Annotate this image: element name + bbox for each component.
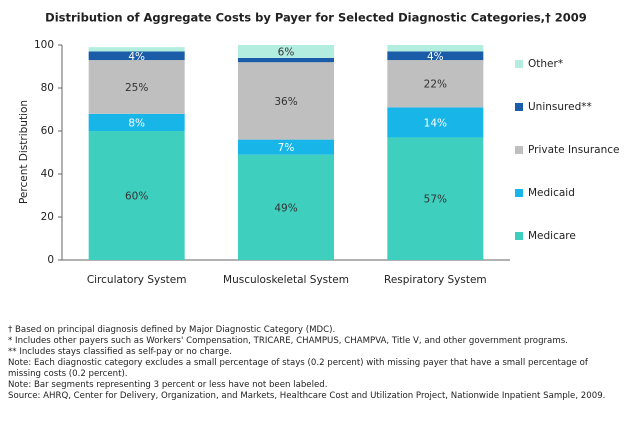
footnote: * Includes other payers such as Workers'… [8,336,568,346]
data-label: 22% [424,79,447,91]
data-label: 57% [424,194,447,206]
y-tick-label: 20 [41,211,54,223]
footnote: Source: AHRQ, Center for Delivery, Organ… [8,391,606,401]
bar-segment [238,57,334,63]
bar-segment [88,131,185,260]
chart-title: Distribution of Aggregate Costs by Payer… [45,11,587,25]
bar-segment [387,137,484,260]
bar-segment [88,47,185,52]
data-label: 4% [128,51,145,63]
legend-label: Uninsured** [528,101,592,113]
data-label: 36% [274,96,297,108]
data-label: 60% [125,191,148,203]
bar-segment [88,51,185,61]
footnote: Note: Bar segments representing 3 percen… [8,380,328,390]
data-label: 7% [278,142,295,154]
data-label: 6% [278,46,295,58]
legend-swatch [515,60,523,68]
legend-label: Private Insurance [528,144,619,156]
bar-segment [387,45,484,52]
legend-swatch [515,232,523,240]
legend-label: Medicare [528,230,576,242]
legend-label: Other* [528,58,563,70]
bar-segment [387,107,484,138]
chart: Distribution of Aggregate Costs by Payer… [18,11,619,287]
bar-segment [238,45,334,58]
footnote: ** Includes stays classified as self-pay… [8,347,232,357]
bar-segment [238,139,334,155]
y-tick-label: 40 [41,168,54,180]
x-tick-label: Musculoskeletal System [223,274,349,286]
bar-segment [88,113,185,131]
footnotes: † Based on principal diagnosis defined b… [8,325,620,402]
x-tick-label: Respiratory System [384,274,487,286]
x-tick-label: Circulatory System [87,274,187,286]
y-tick-label: 0 [47,254,54,266]
data-label: 8% [128,117,145,129]
bar-segment [387,60,484,108]
y-tick-label: 100 [34,39,54,51]
bar-segment [387,51,484,61]
bar-segment [238,62,334,140]
data-label: 4% [427,51,444,63]
footnote: Note: Each diagnostic category excludes … [8,358,588,379]
bar-segment [88,60,185,114]
legend-label: Medicaid [528,187,575,199]
footnote: † Based on principal diagnosis defined b… [8,325,336,335]
data-label: 14% [424,117,447,129]
y-tick-label: 60 [41,125,54,137]
legend-swatch [515,146,523,154]
y-axis-title: Percent Distribution [18,100,30,204]
legend-swatch [515,189,523,197]
data-label: 49% [274,202,297,214]
y-tick-label: 80 [41,82,54,94]
data-label: 25% [125,82,148,94]
legend-swatch [515,103,523,111]
bar-segment [238,154,334,260]
